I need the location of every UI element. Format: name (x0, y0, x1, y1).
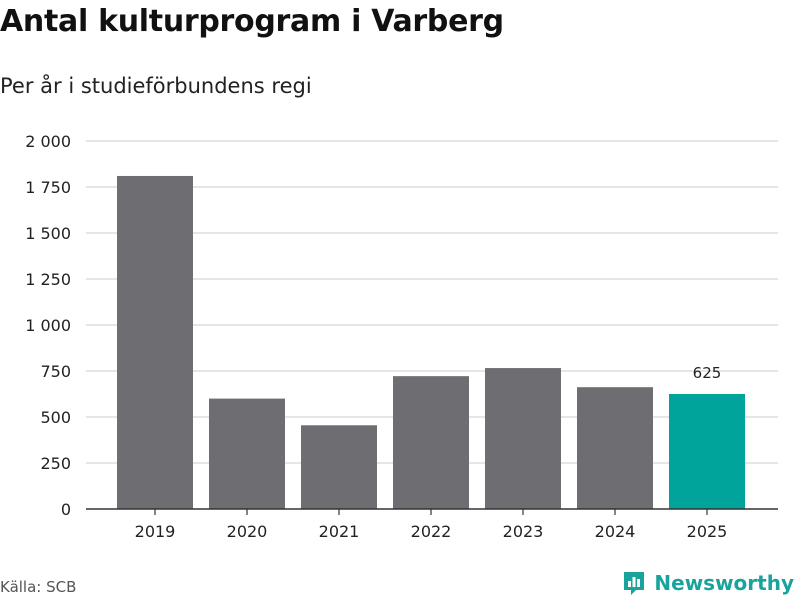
chart-title: Antal kulturprogram i Varberg (0, 4, 504, 39)
y-tick-label: 1 250 (25, 270, 71, 289)
chart-subtitle: Per år i studieförbundens regi (0, 74, 312, 98)
bar-2020 (209, 398, 285, 509)
y-tick-label: 2 000 (25, 132, 71, 151)
brand-name: Newsworthy (654, 571, 794, 595)
bar-2023 (485, 368, 561, 509)
bar-chart: 0 250 500 750 1 000 1 250 1 500 1 750 2 000 2019… (25, 132, 778, 541)
y-tick-label: 1 750 (25, 178, 71, 197)
y-tick-label: 0 (61, 500, 71, 519)
bar-2022 (393, 376, 469, 509)
data-label: 625 (693, 364, 722, 382)
x-tick-label: 2024 (595, 522, 636, 541)
bar-2025 (669, 394, 745, 509)
bar-2024 (577, 387, 653, 509)
grid-lines (86, 140, 778, 464)
x-tick-label: 2022 (411, 522, 452, 541)
data-labels: 625 (693, 364, 722, 382)
x-tick-label: 2020 (227, 522, 268, 541)
y-tick-label: 1 500 (25, 224, 71, 243)
y-tick-label: 750 (40, 362, 71, 381)
newsworthy-logo-icon (624, 572, 645, 595)
y-axis-ticks: 0 250 500 750 1 000 1 250 1 500 1 750 2 000 (25, 132, 71, 519)
source-note: Källa: SCB (0, 578, 77, 596)
x-axis-ticks: 2019 2020 2021 2022 2023 2024 2025 (135, 509, 728, 541)
y-tick-label: 1 000 (25, 316, 71, 335)
bars (117, 175, 745, 509)
bar-2021 (301, 425, 377, 509)
x-tick-label: 2021 (319, 522, 360, 541)
x-tick-label: 2025 (687, 522, 728, 541)
brand-logo: Newsworthy (622, 570, 794, 596)
bar-2019 (117, 175, 193, 509)
x-tick-label: 2023 (503, 522, 544, 541)
y-tick-label: 250 (40, 454, 71, 473)
x-tick-label: 2019 (135, 522, 176, 541)
y-tick-label: 500 (40, 408, 71, 427)
